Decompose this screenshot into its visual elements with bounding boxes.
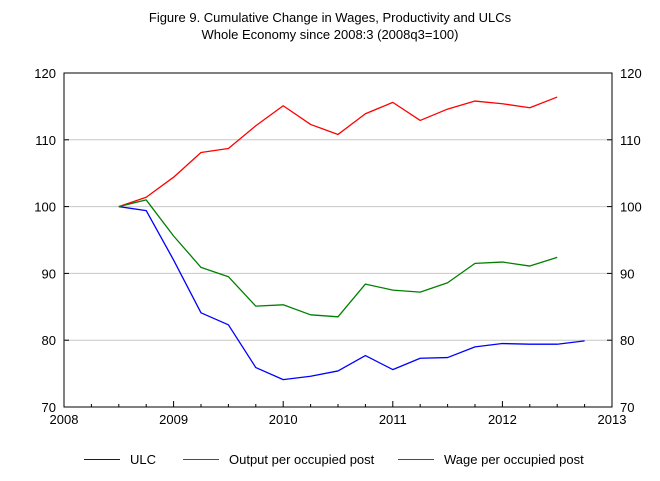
ytick-label-right: 90	[620, 266, 634, 281]
xtick-label-2013: 2013	[598, 412, 627, 427]
legend-swatch-wage	[398, 459, 434, 460]
legend-item-ulc: ULC	[84, 452, 156, 467]
xtick-label-2011: 2011	[379, 412, 407, 427]
ytick-label-left: 110	[35, 133, 56, 148]
ytick-label-right: 120	[620, 66, 642, 81]
xtick-label-2012: 2012	[488, 412, 517, 427]
ytick-label-left: 80	[42, 333, 56, 348]
series-line-output-per-occupied-post	[118, 96, 558, 208]
ytick-label-left: 100	[34, 200, 56, 215]
gridlines	[64, 139, 612, 341]
xtick-label-2010: 2010	[269, 412, 298, 427]
xtick-label-2008: 2008	[50, 412, 79, 427]
ytick-label-right: 100	[620, 200, 642, 215]
axis-ticks: 70 70 80 80 90 90 100 100 110 110 120 120 2008 2009 20…	[34, 66, 641, 427]
ytick-label-left: 90	[42, 266, 56, 281]
legend-swatch-ulc	[84, 459, 120, 460]
series-lines	[118, 96, 585, 381]
series-line-ulc	[118, 205, 585, 381]
ytick-label-left: 120	[34, 66, 56, 81]
plot-frame	[63, 72, 613, 408]
legend-swatch-output	[183, 459, 219, 460]
xtick-label-2009: 2009	[159, 412, 188, 427]
legend: ULC Output per occupied post Wage per oc…	[0, 452, 660, 474]
legend-label-wage: Wage per occupied post	[444, 452, 584, 467]
legend-item-output: Output per occupied post	[183, 452, 374, 467]
legend-label-ulc: ULC	[130, 452, 157, 467]
series-line-wage-per-occupied-post	[118, 199, 558, 318]
ytick-label-right: 110	[620, 133, 641, 148]
legend-item-wage: Wage per occupied post	[398, 452, 584, 467]
ytick-label-right: 70	[620, 400, 634, 415]
legend-label-output: Output per occupied post	[229, 452, 375, 467]
chart-subtitle: Whole Economy since 2008:3 (2008q3=100)	[201, 27, 459, 42]
ytick-label-left: 70	[42, 400, 56, 415]
chart-title: Figure 9. Cumulative Change in Wages, Pr…	[148, 10, 512, 25]
ytick-label-right: 80	[620, 333, 634, 348]
